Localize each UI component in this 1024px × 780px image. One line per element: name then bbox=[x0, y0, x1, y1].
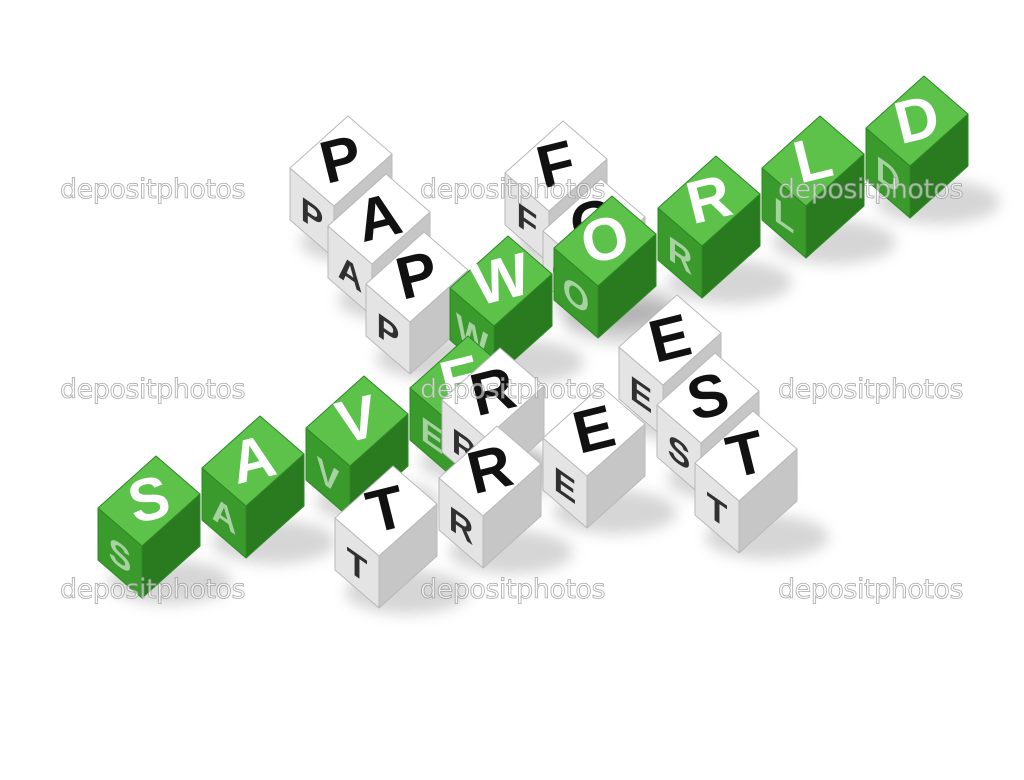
save-cube-4-side-letter: E bbox=[421, 409, 444, 463]
save-cube-1-side-letter: S bbox=[109, 529, 132, 583]
save-cube-3-side-letter: V bbox=[317, 449, 340, 503]
forest-cube-6: TT bbox=[694, 410, 798, 554]
world-cube-4-side-letter: L bbox=[774, 190, 795, 242]
world-cube-4: LL bbox=[761, 115, 865, 259]
tree-cube-1-side-letter: T bbox=[347, 540, 368, 592]
save-cube-1: SS bbox=[97, 455, 201, 599]
tree-cube-3: EE bbox=[542, 385, 646, 529]
tree-cube-1: TT bbox=[334, 465, 438, 609]
forest-cube-5-side-letter: S bbox=[668, 426, 691, 480]
paper-cube-1-side-letter: P bbox=[301, 189, 324, 243]
cube-layer: DDPPLLFFRRAAOOOOPPWWEEEERRSSVVEETTAARRSS… bbox=[97, 75, 969, 609]
save-cube-2: AA bbox=[201, 415, 305, 559]
paper-cube-3-side-letter: P bbox=[377, 305, 400, 359]
world-cube-2: OO bbox=[553, 195, 657, 339]
forest-cube-1-side-letter: F bbox=[517, 195, 538, 247]
forest-cube-4-side-letter: E bbox=[630, 368, 653, 422]
tree-cube-2: RR bbox=[438, 425, 542, 569]
world-cube-3: RR bbox=[657, 155, 761, 299]
tree-cube-3-side-letter: E bbox=[554, 459, 577, 513]
forest-cube-6-side-letter: T bbox=[707, 485, 728, 537]
